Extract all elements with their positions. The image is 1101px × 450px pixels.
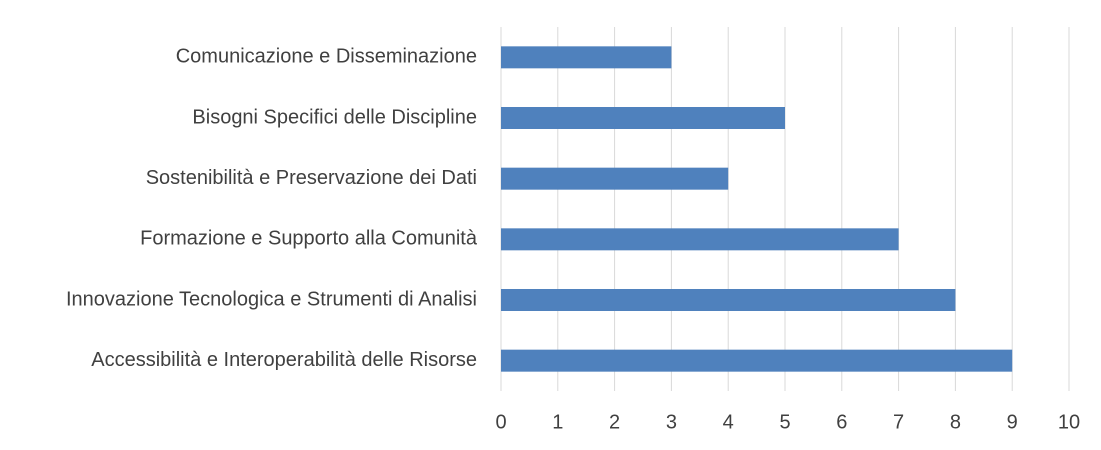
x-tick-label: 1 bbox=[552, 411, 563, 433]
bar bbox=[501, 167, 729, 190]
bar bbox=[501, 289, 956, 311]
bar bbox=[501, 107, 785, 129]
y-tick-label: Bisogni Specifici delle Discipline bbox=[192, 106, 477, 128]
x-tick-label: 6 bbox=[836, 411, 847, 433]
x-tick-label: 2 bbox=[609, 411, 620, 433]
x-tick-label: 10 bbox=[1058, 411, 1080, 433]
bar bbox=[501, 46, 672, 69]
x-tick-label: 0 bbox=[495, 411, 506, 433]
x-tick-label: 5 bbox=[779, 411, 790, 433]
y-tick-label: Accessibilità e Interoperabilità delle R… bbox=[91, 349, 477, 371]
bar bbox=[501, 228, 899, 251]
x-tick-label: 4 bbox=[723, 411, 734, 433]
y-tick-label: Sostenibilità e Preservazione dei Dati bbox=[146, 167, 477, 189]
y-tick-label: Formazione e Supporto alla Comunità bbox=[140, 228, 478, 250]
x-tick-label: 3 bbox=[666, 411, 677, 433]
x-tick-label: 8 bbox=[950, 411, 961, 433]
y-tick-label: Innovazione Tecnologica e Strumenti di A… bbox=[66, 288, 477, 310]
y-tick-label: Comunicazione e Disseminazione bbox=[176, 46, 477, 68]
x-tick-label: 9 bbox=[1007, 411, 1018, 433]
bar bbox=[501, 349, 1013, 372]
x-tick-label: 7 bbox=[893, 411, 904, 433]
